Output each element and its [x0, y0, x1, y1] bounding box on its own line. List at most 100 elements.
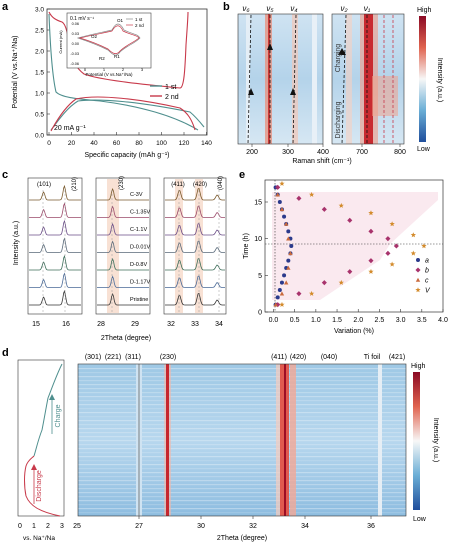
raman-heatmap-low: [238, 14, 323, 144]
panel-b: b ν₆: [223, 1, 443, 165]
legend-1st: 1 st: [165, 84, 176, 91]
xrd-curve: [165, 205, 225, 218]
inset-ytick: 0.06: [72, 22, 79, 26]
inset-ytick: 0.00: [72, 42, 79, 46]
point-v: [338, 202, 344, 208]
point-a: [275, 295, 280, 300]
panel-c-xtick: 33: [191, 321, 199, 328]
xrd-heatmap: [78, 364, 406, 516]
point-a: [277, 288, 282, 292]
panel-e-yticks: 0 5 10 15: [254, 200, 268, 317]
inset-xticks: 0 1 2 3: [84, 67, 144, 72]
point-a: [289, 244, 294, 248]
xrd-curve-label: D-0.8V: [130, 262, 147, 268]
panel-a: a Potential (V vs.Na⁺/Na) Specific capac…: [2, 1, 212, 159]
panel-d-xtick: 34: [301, 523, 309, 530]
panel-b-xtick: 200: [246, 149, 258, 156]
panel-a-xtick: 20: [68, 140, 76, 147]
point-a: [286, 229, 291, 234]
panel-e-ytick: 5: [258, 273, 262, 280]
raman-colorbar-low: Low: [417, 146, 431, 153]
xrd-curve: [97, 292, 149, 306]
xrd-curve: [97, 222, 149, 236]
panel-a-legend: 1 st 2 nd: [150, 84, 179, 101]
potential-tick: 1: [32, 523, 36, 530]
panel-b-xtick: 800: [394, 149, 406, 156]
point-v: [338, 279, 344, 285]
mode-v6: ν₆: [242, 4, 250, 13]
xrd-peak-040: (040): [218, 176, 224, 190]
panel-a-xlabel: Specific capacity (mAh g⁻¹): [85, 152, 170, 159]
raman-dashed-lines: [247, 14, 394, 145]
point-a: [279, 280, 284, 285]
inset-xtick: 0: [84, 67, 87, 72]
d-peak-tifoil: Ti foil: [364, 354, 381, 361]
panel-c-xtick: 28: [97, 321, 105, 328]
panel-a-xtick: 0: [47, 140, 51, 147]
potential-label: vs. Na⁺/Na: [23, 535, 55, 542]
panel-e-legend-label: b: [425, 268, 429, 275]
panel-a-ytick: 2.5: [35, 28, 44, 35]
panel-a-xtick: 60: [113, 140, 121, 147]
point-b: [321, 280, 327, 286]
panel-b-xlabel: Raman shift (cm⁻¹): [292, 158, 351, 165]
point-b: [385, 236, 391, 242]
xrd-plot1: [27, 177, 83, 315]
xrd-curve: [29, 202, 81, 218]
panel-d-xlabel: 2Theta (degree): [217, 535, 267, 542]
point-v: [389, 261, 395, 267]
xrd-peak-labels: (301) (221) (311) (230) (411) (420) (040…: [85, 354, 405, 361]
xrd-curve-label: C-1.35V: [130, 210, 151, 216]
panel-e-xtick: 3.0: [396, 317, 406, 324]
inset-legend-1st: 1 st: [135, 17, 143, 22]
xrd-curve-label: D-0.01V: [130, 245, 151, 251]
panel-e-xtick: 3.5: [417, 317, 427, 324]
mode-v1: ν₁: [364, 4, 371, 13]
variation-shade: [272, 192, 438, 300]
panel-e-xtick: 1.5: [332, 317, 342, 324]
point-c: [279, 291, 285, 296]
raman-colorbar: [419, 16, 426, 142]
panel-a-ytick: 1.0: [35, 91, 44, 98]
point-b: [275, 184, 281, 190]
inset-rate: 0.1 mV s⁻¹: [70, 16, 94, 22]
raman-stripes: [246, 14, 398, 144]
curve-2nd-discharge: [48, 11, 189, 89]
panel-d-xtick: 32: [249, 523, 257, 530]
raman-charging-label: Charging: [335, 44, 342, 73]
panel-c-xtick: 16: [62, 321, 70, 328]
xrd-colorbar-low: Low: [413, 516, 427, 523]
d-peak-421: (421): [389, 354, 405, 361]
raman-arrows: [248, 43, 346, 95]
raman-colorbar-label: Intensity (a.u.): [436, 58, 443, 102]
potential-charge: [33, 363, 63, 457]
point-c: [283, 280, 289, 285]
point-v: [279, 301, 285, 307]
panel-b-xtick: 700: [356, 149, 368, 156]
point-v: [410, 250, 416, 256]
panel-e-ytick: 0: [258, 310, 262, 317]
xrd-curve: [29, 254, 81, 271]
mode-v2: ν₂: [340, 4, 347, 13]
panel-label-d: d: [2, 347, 9, 359]
point-b: [347, 269, 353, 275]
panel-c-xtick: 29: [131, 321, 139, 328]
potential-charge-label: Charge: [55, 404, 62, 427]
d-peak-411: (411): [271, 354, 287, 361]
potential-tick: 3: [60, 523, 64, 530]
panel-e-xlabel: Variation (%): [334, 328, 374, 335]
panel-a-xtick: 120: [179, 140, 190, 147]
xrd-curve: [97, 275, 149, 288]
panel-d: d Charge Discharge 0 1 2 3 vs. Na⁺/Na (301)…: [2, 347, 439, 542]
panel-e-xtick: 0.0: [269, 317, 279, 324]
panel-a-inset: 0.1 mV s⁻¹ Current (mA) Potential (V vs.…: [58, 12, 152, 77]
inset-xtick: 3: [141, 67, 144, 72]
xrd-curve: [97, 187, 149, 201]
panel-c-xtick: 34: [215, 321, 223, 328]
xrd-curve-label: Pristine: [130, 297, 148, 303]
inset-xtick: 1: [103, 67, 106, 72]
point-a: [277, 200, 282, 204]
panel-e-ylabel: Time (h): [243, 233, 250, 259]
